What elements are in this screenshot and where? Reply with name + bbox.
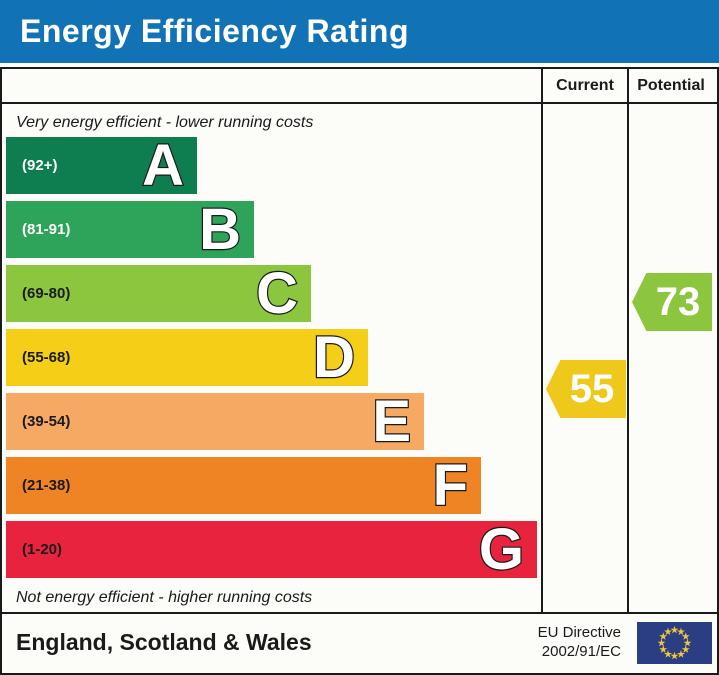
bottom-caption: Not energy efficient - higher running co…: [16, 589, 313, 606]
title-gap: [0, 63, 719, 67]
band-a-letter: A: [141, 133, 185, 198]
band-b-range: (81-91): [22, 221, 71, 238]
eu-directive-line2: 2002/91/EC: [541, 642, 621, 660]
band-b-letter: B: [198, 197, 242, 262]
band-c: (69-80) C: [6, 261, 311, 326]
band-a: (92+) A: [6, 133, 197, 198]
page-title: Energy Efficiency Rating: [20, 13, 409, 49]
band-e-range: (39-54): [22, 413, 71, 430]
current-rating-column: 55: [541, 104, 627, 612]
band-d: (55-68) D: [6, 325, 368, 390]
rating-bands: (92+) A (81-91) B (69-80) C (55-68) D: [6, 133, 541, 582]
current-column-header: Current: [541, 69, 627, 102]
band-f-letter: F: [431, 453, 469, 518]
band-b: (81-91) B: [6, 197, 254, 262]
potential-rating-column: 73: [627, 104, 713, 612]
table-footer: England, Scotland & Wales EU Directive 2…: [2, 612, 717, 671]
rating-scale-cell: Very energy efficient - lower running co…: [2, 104, 541, 612]
band-e: (39-54) E: [6, 389, 424, 454]
table-body-row: Very energy efficient - lower running co…: [2, 104, 717, 612]
title-bar: Energy Efficiency Rating: [0, 0, 719, 63]
band-e-letter: E: [371, 389, 412, 454]
current-rating-arrow: 55: [546, 360, 626, 418]
eu-directive-label: EU Directive 2002/91/EC: [538, 624, 621, 662]
top-caption: Very energy efficient - lower running co…: [16, 114, 314, 131]
header-empty-cell: [2, 69, 541, 102]
band-c-range: (69-80): [22, 285, 71, 302]
eu-flag-icon: [637, 621, 712, 664]
potential-column-header: Potential: [627, 69, 713, 102]
band-g-range: (1-20): [22, 541, 63, 558]
current-rating-value: 55: [569, 366, 615, 411]
band-a-range: (92+): [22, 157, 58, 174]
band-c-letter: C: [255, 261, 299, 326]
potential-rating-value: 73: [655, 279, 701, 324]
band-f-range: (21-38): [22, 477, 71, 494]
region-label: England, Scotland & Wales: [16, 629, 312, 655]
rating-table: Current Potential Very energy efficient …: [0, 67, 719, 675]
potential-rating-arrow: 73: [632, 273, 712, 331]
band-d-letter: D: [312, 325, 356, 390]
table-header-row: Current Potential: [2, 69, 717, 104]
band-f: (21-38) F: [6, 453, 481, 518]
band-d-range: (55-68): [22, 349, 71, 366]
eu-directive-line1: EU Directive: [537, 623, 621, 641]
band-g: (1-20) G: [6, 517, 537, 582]
band-g-letter: G: [478, 517, 526, 582]
